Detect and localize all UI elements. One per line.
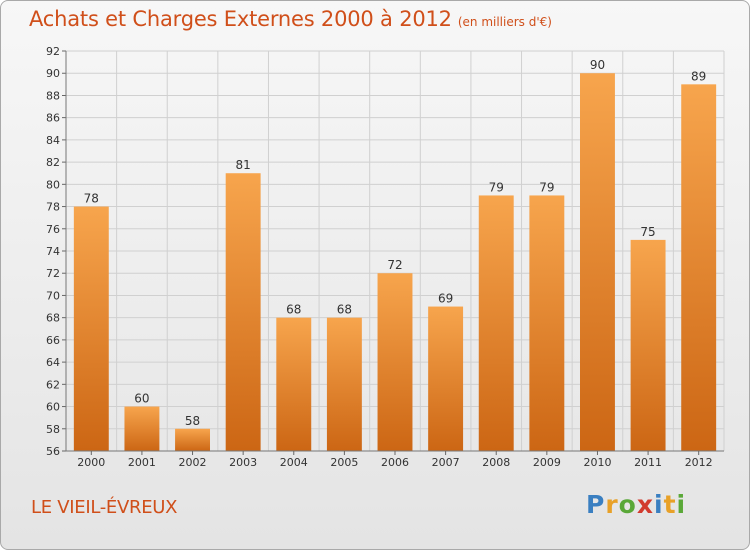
x-tick-label: 2011: [634, 456, 662, 469]
title-text: Achats et Charges Externes 2000 à 2012: [29, 7, 452, 31]
bar: [225, 173, 261, 451]
bars: 78 60 58 81 68 68 72 69 79 79 90 75 89: [73, 58, 717, 451]
y-tick-label: 66: [46, 334, 60, 347]
y-tick-label: 74: [46, 245, 60, 258]
logo-letter: P: [586, 490, 606, 519]
x-tick-label: 2000: [77, 456, 105, 469]
data-label: 72: [387, 258, 402, 272]
y-tick-label: 56: [46, 445, 60, 458]
data-label: 90: [590, 58, 605, 72]
logo-letter: o: [618, 490, 637, 519]
data-label: 79: [539, 180, 554, 194]
bar: [326, 317, 362, 451]
x-tick-label: 2012: [685, 456, 713, 469]
logo-letter: t: [663, 490, 677, 519]
bar: [478, 195, 514, 451]
y-tick-label: 84: [46, 134, 60, 147]
proxiti-logo: Proxiti: [586, 490, 686, 519]
y-tick-label: 58: [46, 423, 60, 436]
logo-letter: i: [654, 490, 664, 519]
chart-title: Achats et Charges Externes 2000 à 2012 (e…: [29, 7, 552, 31]
y-tick-label: 76: [46, 223, 60, 236]
bar: [276, 317, 312, 451]
x-tick-label: 2005: [330, 456, 358, 469]
bar: [73, 206, 109, 451]
axes: 56 58 60 62 64 66 68 70 72 74 76 78 80 82 84 86 88 90 92 20…: [46, 45, 724, 469]
data-label: 69: [438, 292, 453, 306]
y-tick-label: 92: [46, 45, 60, 58]
x-tick-label: 2002: [179, 456, 207, 469]
x-tick-label: 2004: [280, 456, 308, 469]
logo-letter: r: [605, 490, 619, 519]
x-tick-label: 2006: [381, 456, 409, 469]
y-tick-label: 82: [46, 156, 60, 169]
x-tick-label: 2008: [482, 456, 510, 469]
bar: [529, 195, 565, 451]
y-tick-label: 70: [46, 289, 60, 302]
chart-subtitle: (en milliers d'€): [457, 15, 552, 29]
bar: [377, 273, 413, 451]
logo-letter: x: [636, 490, 654, 519]
y-tick-label: 62: [46, 378, 60, 391]
data-label: 60: [134, 392, 149, 406]
y-tick-label: 68: [46, 312, 60, 325]
bar: [630, 239, 666, 451]
data-label: 68: [286, 303, 301, 317]
data-label: 78: [84, 192, 99, 206]
bar: [124, 406, 160, 451]
x-tick-label: 2010: [583, 456, 611, 469]
bar: [579, 73, 615, 451]
data-label: 89: [691, 69, 706, 83]
data-label: 75: [640, 225, 655, 239]
data-label: 58: [185, 414, 200, 428]
y-tick-label: 72: [46, 267, 60, 280]
x-tick-label: 2001: [128, 456, 156, 469]
y-tick-label: 64: [46, 356, 60, 369]
x-tick-label: 2003: [229, 456, 257, 469]
y-tick-label: 88: [46, 89, 60, 102]
location-label: LE VIEIL-ÉVREUX: [31, 497, 178, 518]
y-tick-label: 60: [46, 401, 60, 414]
data-label: 81: [236, 158, 251, 172]
x-tick-label: 2009: [533, 456, 561, 469]
x-tick-label: 2007: [432, 456, 460, 469]
bar: [175, 428, 211, 451]
bar: [681, 84, 717, 451]
y-tick-label: 78: [46, 201, 60, 214]
bar: [428, 306, 464, 451]
y-tick-label: 86: [46, 112, 60, 125]
data-label: 79: [489, 180, 504, 194]
logo-letter: i: [676, 490, 687, 519]
data-label: 68: [337, 303, 352, 317]
y-tick-label: 90: [46, 67, 60, 80]
y-tick-label: 80: [46, 178, 60, 191]
